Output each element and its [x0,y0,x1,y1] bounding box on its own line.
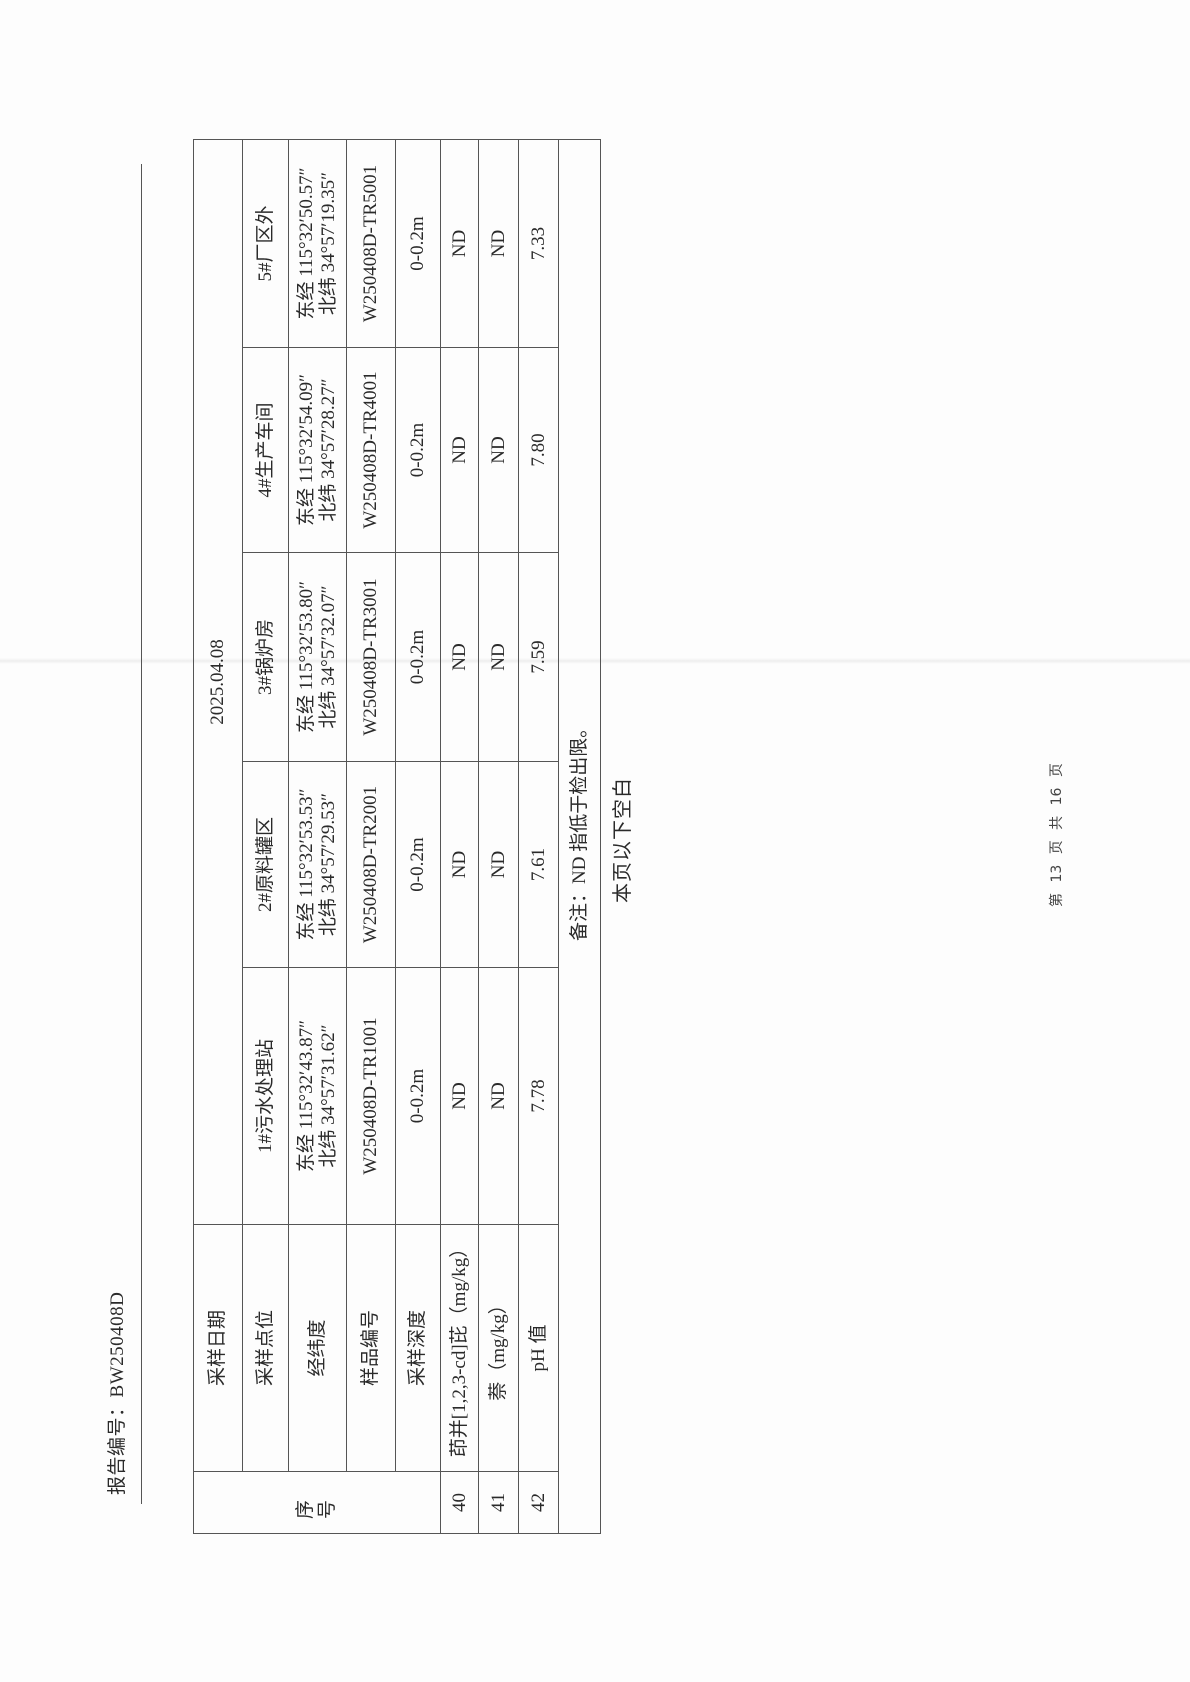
longitude: 东经 115°32′53.53″ [295,788,317,941]
results-table: 序号 采样日期 2025.04.08 采样点位 1#污水处理站 2#原料罐区 3… [193,139,601,1534]
latitude: 北纬 34°57′32.07″ [317,585,339,729]
sample-id: W250408D-TR2001 [346,761,396,968]
table-row-site: 采样点位 1#污水处理站 2#原料罐区 3#锅炉房 4#生产车间 5#厂区外 [242,139,289,1534]
result-value: 7.59 [518,552,559,762]
site-name: 3#锅炉房 [242,552,289,762]
table-row: 42 pH 值 7.78 7.61 7.59 7.80 7.33 [518,139,559,1534]
latitude: 北纬 34°57′28.27″ [317,378,339,522]
sample-depth: 0-0.2m [395,761,441,968]
site-coords: 东经 115°32′43.87″ 北纬 34°57′31.62″ [288,967,347,1225]
sample-depth: 0-0.2m [395,967,441,1225]
site-name: 5#厂区外 [242,139,289,348]
parameter-name: pH 值 [518,1224,559,1472]
row-number: 40 [440,1471,479,1534]
table-row-date: 序号 采样日期 2025.04.08 [193,139,441,1534]
result-value: ND [478,552,519,762]
result-value: 7.78 [518,967,559,1225]
table-row-coords: 经纬度 东经 115°32′43.87″ 北纬 34°57′31.62″ 东经 1… [288,139,347,1534]
sample-date: 2025.04.08 [193,139,243,1225]
sample-id: W250408D-TR1001 [346,967,396,1225]
site-coords: 东经 115°32′50.57″ 北纬 34°57′19.35″ [288,139,347,348]
longitude: 东经 115°32′43.87″ [295,1020,317,1172]
label-date: 采样日期 [193,1224,243,1472]
sample-id: W250408D-TR3001 [346,552,396,762]
result-value: ND [478,347,519,553]
seq-header: 序号 [193,1471,441,1534]
result-value: ND [440,139,479,348]
report-number-value: BW250408D [107,1291,128,1398]
latitude: 北纬 34°57′19.35″ [317,171,339,316]
report-number-label: 报告编号： [107,1397,128,1495]
result-value: 7.80 [518,347,559,553]
result-value: ND [440,761,479,968]
site-coords: 东经 115°32′53.53″ 北纬 34°57′29.53″ [288,761,347,968]
latitude: 北纬 34°57′31.62″ [317,1024,339,1168]
row-number: 41 [478,1471,519,1534]
table-row-notes: 备注：ND 指低于检出限。 [558,139,601,1534]
parameter-name: 茚并[1,2,3-cd]芘（mg/kg） [440,1224,479,1472]
result-value: 7.33 [518,139,559,348]
result-value: ND [440,552,479,762]
sample-id: W250408D-TR5001 [346,139,396,348]
notes: 备注：ND 指低于检出限。 [558,139,601,1534]
sample-depth: 0-0.2m [395,552,441,762]
report-number: 报告编号：BW250408D [102,1292,129,1495]
site-name: 1#污水处理站 [242,967,289,1225]
label-site: 采样点位 [242,1224,289,1472]
longitude: 东经 115°32′54.09″ [295,374,317,526]
site-coords: 东经 115°32′53.80″ 北纬 34°57′32.07″ [288,552,347,762]
sample-depth: 0-0.2m [395,347,441,553]
parameter-name: 萘（mg/kg） [478,1224,519,1472]
table-row-depth: 采样深度 0-0.2m 0-0.2m 0-0.2m 0-0.2m 0-0.2m [395,139,441,1534]
label-coords: 经纬度 [288,1224,347,1472]
page-number: 第 13 页 共 16 页 [1049,763,1065,907]
result-value: ND [478,761,519,968]
site-coords: 东经 115°32′54.09″ 北纬 34°57′28.27″ [288,347,347,553]
row-number: 42 [518,1471,559,1534]
label-sample-id: 样品编号 [346,1224,396,1472]
table-row: 41 萘（mg/kg） ND ND ND ND ND [478,139,519,1534]
sample-id: W250408D-TR4001 [346,347,396,553]
header-divider [141,164,142,1504]
sample-depth: 0-0.2m [395,139,441,348]
blank-below-note: 本页以下空白 [612,777,634,903]
label-depth: 采样深度 [395,1224,441,1472]
result-value: 7.61 [518,761,559,968]
table-row-sample-id: 样品编号 W250408D-TR1001 W250408D-TR2001 W25… [346,139,396,1534]
site-name: 4#生产车间 [242,347,289,553]
result-value: ND [440,347,479,553]
longitude: 东经 115°32′50.57″ [295,167,317,320]
site-name: 2#原料罐区 [242,761,289,968]
latitude: 北纬 34°57′29.53″ [317,792,339,937]
result-value: ND [440,967,479,1225]
result-value: ND [478,139,519,348]
longitude: 东经 115°32′53.80″ [295,581,317,733]
result-value: ND [478,967,519,1225]
table-row: 40 茚并[1,2,3-cd]芘（mg/kg） ND ND ND ND ND [440,139,479,1534]
